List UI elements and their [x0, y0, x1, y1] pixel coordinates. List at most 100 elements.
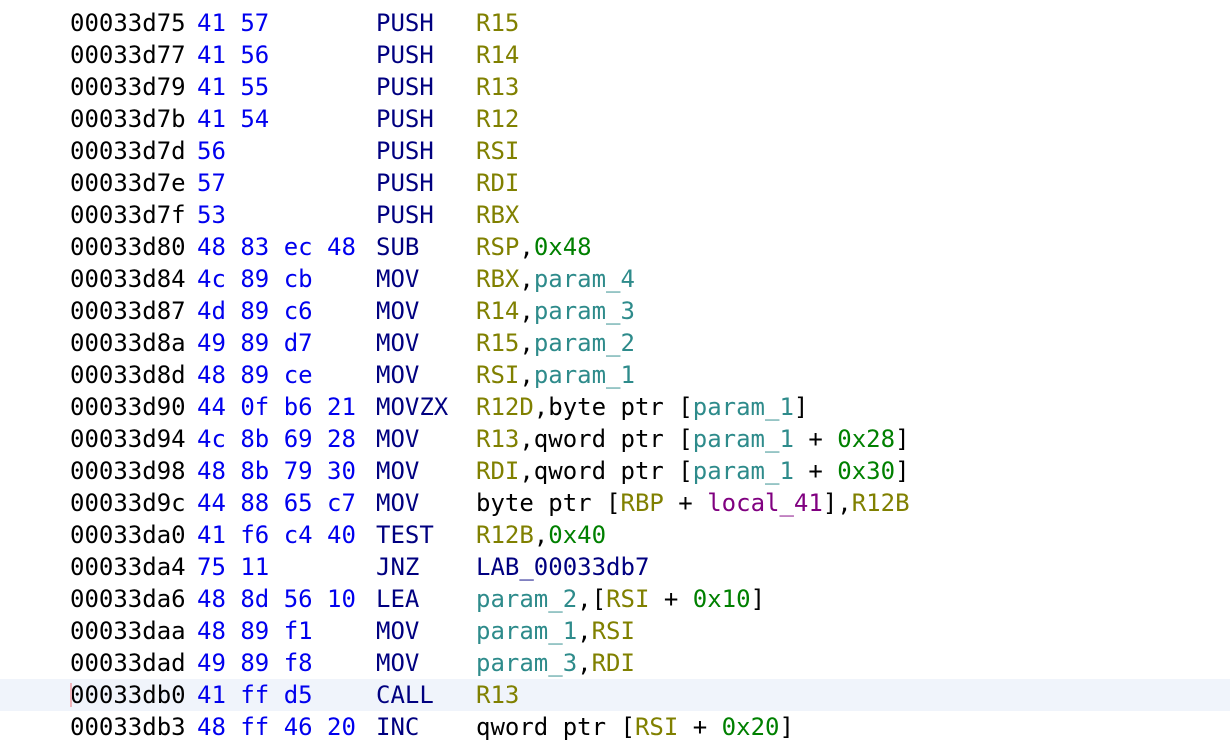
instruction-mnemonic[interactable]: PUSH	[376, 169, 434, 197]
listing-row[interactable]: 00033d7e 57 PUSH RDI	[0, 167, 1230, 199]
operand-num[interactable]: 0x30	[837, 457, 896, 485]
instruction-address[interactable]: 00033dad	[70, 649, 186, 677]
instruction-bytes[interactable]: 41 ff d5	[197, 681, 313, 709]
instruction-bytes[interactable]: 48 89 f1	[197, 617, 313, 645]
listing-row[interactable]: 00033d94 4c 8b 69 28 MOV R13,qword ptr [par…	[0, 423, 1230, 455]
instruction-address[interactable]: 00033d75	[70, 9, 186, 37]
operand-reg[interactable]: RSI	[634, 713, 679, 741]
instruction-address[interactable]: 00033d87	[70, 297, 186, 325]
listing-row[interactable]: 00033d77 41 56 PUSH R14	[0, 39, 1230, 71]
operand-num[interactable]: 0x20	[721, 713, 780, 741]
instruction-mnemonic[interactable]: CALL	[376, 681, 434, 709]
listing-row[interactable]: 00033d7d 56 PUSH RSI	[0, 135, 1230, 167]
instruction-mnemonic[interactable]: MOV	[376, 425, 420, 453]
operand-reg[interactable]: R13	[476, 681, 520, 709]
instruction-mnemonic[interactable]: MOV	[376, 265, 420, 293]
instruction-mnemonic[interactable]: PUSH	[376, 73, 434, 101]
instruction-bytes[interactable]: 41 56	[197, 41, 270, 69]
instruction-mnemonic[interactable]: MOV	[376, 361, 420, 389]
operand-num[interactable]: 0x10	[692, 585, 751, 613]
instruction-mnemonic[interactable]: MOVZX	[376, 393, 449, 421]
operand-param[interactable]: param_1	[692, 393, 794, 421]
listing-row[interactable]: 00033d7b 41 54 PUSH R12	[0, 103, 1230, 135]
operand-reg[interactable]: RDI	[591, 649, 635, 677]
operand-reg[interactable]: R12B	[851, 489, 910, 517]
instruction-bytes[interactable]: 4c 8b 69 28	[197, 425, 356, 453]
instruction-address[interactable]: 00033da6	[70, 585, 186, 613]
instruction-bytes[interactable]: 49 89 f8	[197, 649, 313, 677]
operand-reg[interactable]: R12B	[476, 521, 534, 549]
listing-row[interactable]: 00033d90 44 0f b6 21 MOVZX R12D,byte ptr [p…	[0, 391, 1230, 423]
listing-row[interactable]: 00033d79 41 55 PUSH R13	[0, 71, 1230, 103]
instruction-bytes[interactable]: 44 88 65 c7	[197, 489, 356, 517]
instruction-bytes[interactable]: 4d 89 c6	[197, 297, 313, 325]
operand-reg[interactable]: RBX	[476, 201, 520, 229]
listing-row[interactable]: 00033d75 41 57 PUSH R15	[0, 7, 1230, 39]
instruction-address[interactable]: 00033d80	[70, 233, 186, 261]
operand-reg[interactable]: R12D	[476, 393, 534, 421]
instruction-address[interactable]: 00033d9c	[70, 489, 186, 517]
instruction-mnemonic[interactable]: PUSH	[376, 9, 434, 37]
listing-row[interactable]: 00033d84 4c 89 cb MOV RBX,param_4	[0, 263, 1230, 295]
instruction-address[interactable]: 00033d98	[70, 457, 186, 485]
operand-reg[interactable]: R13	[476, 425, 520, 453]
instruction-address[interactable]: 00033d8a	[70, 329, 186, 357]
instruction-mnemonic[interactable]: MOV	[376, 649, 420, 677]
instruction-mnemonic[interactable]: PUSH	[376, 41, 434, 69]
operand-local[interactable]: local_41	[707, 489, 823, 517]
operand-reg[interactable]: R14	[476, 41, 520, 69]
instruction-bytes[interactable]: 48 8d 56 10	[197, 585, 356, 613]
operand-num[interactable]: 0x28	[837, 425, 896, 453]
operand-reg[interactable]: R15	[476, 329, 520, 357]
instruction-mnemonic[interactable]: MOV	[376, 329, 420, 357]
instruction-mnemonic[interactable]: MOV	[376, 457, 420, 485]
instruction-address[interactable]: 00033d7d	[70, 137, 186, 165]
instruction-address[interactable]: 00033da0	[70, 521, 186, 549]
operand-reg[interactable]: RSP	[476, 233, 520, 261]
instruction-mnemonic[interactable]: INC	[376, 713, 420, 741]
instruction-mnemonic[interactable]: PUSH	[376, 137, 434, 165]
instruction-address[interactable]: 00033d8d	[70, 361, 186, 389]
operand-param[interactable]: param_1	[476, 617, 578, 645]
instruction-address[interactable]: 00033db0	[70, 681, 186, 709]
operand-reg[interactable]: RBP	[620, 489, 664, 517]
operand-param[interactable]: param_1	[533, 361, 635, 389]
operand-reg[interactable]: RSI	[591, 617, 635, 645]
instruction-address[interactable]: 00033d94	[70, 425, 186, 453]
instruction-address[interactable]: 00033daa	[70, 617, 186, 645]
listing-row[interactable]: 00033d80 48 83 ec 48 SUB RSP,0x48	[0, 231, 1230, 263]
listing-row[interactable]: 00033da0 41 f6 c4 40 TEST R12B,0x40	[0, 519, 1230, 551]
instruction-address[interactable]: 00033d90	[70, 393, 186, 421]
listing-row[interactable]: 00033d87 4d 89 c6 MOV R14,param_3	[0, 295, 1230, 327]
operand-param[interactable]: param_3	[476, 649, 578, 677]
operand-num[interactable]: 0x48	[533, 233, 592, 261]
operand-param[interactable]: param_4	[533, 265, 635, 293]
operand-num[interactable]: 0x40	[548, 521, 607, 549]
instruction-bytes[interactable]: 44 0f b6 21	[197, 393, 356, 421]
instruction-address[interactable]: 00033d7b	[70, 105, 186, 133]
instruction-bytes[interactable]: 41 54	[197, 105, 270, 133]
instruction-mnemonic[interactable]: MOV	[376, 489, 420, 517]
instruction-mnemonic[interactable]: TEST	[376, 521, 434, 549]
instruction-bytes[interactable]: 48 89 ce	[197, 361, 313, 389]
instruction-address[interactable]: 00033d77	[70, 41, 186, 69]
operand-reg[interactable]: R13	[476, 73, 520, 101]
listing-row[interactable]: 00033d98 48 8b 79 30 MOV RDI,qword ptr [par…	[0, 455, 1230, 487]
operand-param[interactable]: param_2	[533, 329, 635, 357]
instruction-bytes[interactable]: 48 ff 46 20	[197, 713, 356, 741]
instruction-mnemonic[interactable]: MOV	[376, 297, 420, 325]
listing-row[interactable]: 00033d7f 53 PUSH RBX	[0, 199, 1230, 231]
operand-reg[interactable]: RDI	[476, 457, 520, 485]
instruction-bytes[interactable]: 53	[197, 201, 226, 229]
operand-reg[interactable]: RSI	[606, 585, 650, 613]
instruction-bytes[interactable]: 4c 89 cb	[197, 265, 313, 293]
operand-reg[interactable]: R12	[476, 105, 520, 133]
instruction-mnemonic[interactable]: PUSH	[376, 105, 434, 133]
instruction-address[interactable]: 00033da4	[70, 553, 186, 581]
instruction-bytes[interactable]: 57	[197, 169, 226, 197]
listing-row[interactable]: 00033db0 41 ff d5 CALL R13	[0, 679, 1230, 711]
operand-lab[interactable]: LAB_00033db7	[476, 553, 650, 581]
operand-param[interactable]: param_1	[692, 425, 794, 453]
instruction-bytes[interactable]: 41 57	[197, 9, 270, 37]
operand-reg[interactable]: RDI	[476, 169, 520, 197]
